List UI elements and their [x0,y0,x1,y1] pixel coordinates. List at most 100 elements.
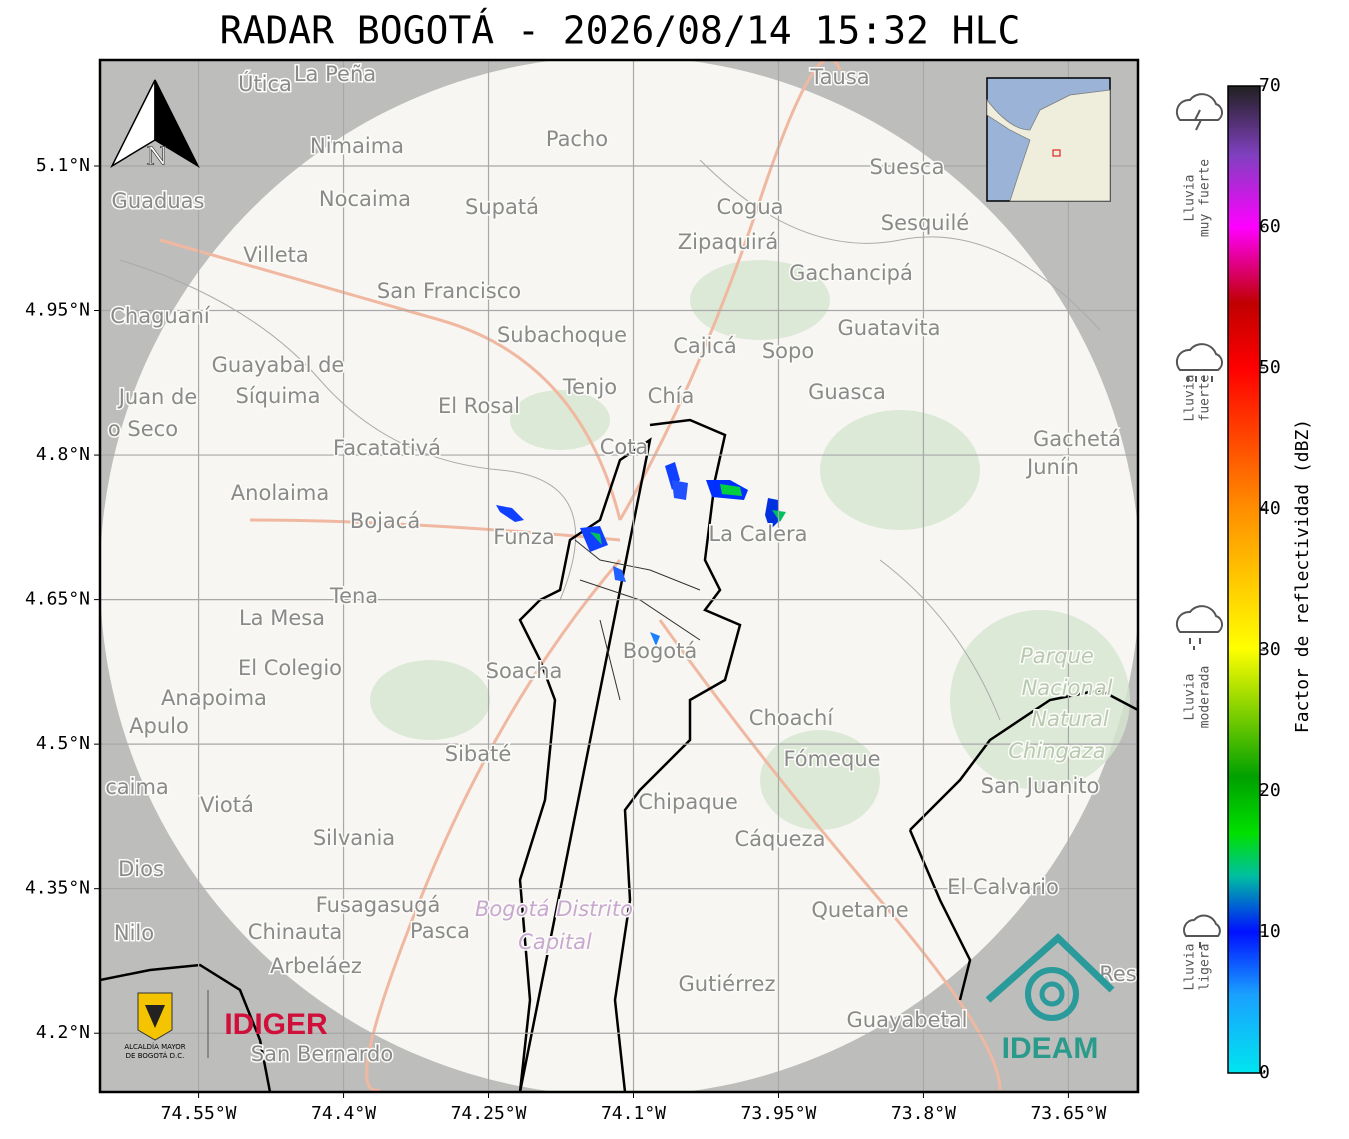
place-label: El Colegio [238,656,342,680]
y-tick-label: 4.65°N [25,589,90,610]
place-label: Tenjo [562,375,617,399]
legend-text: ligera [1198,944,1213,991]
place-label: Cota [600,435,649,459]
park-label: Chingaza [1008,739,1105,763]
x-tick-label: 74.55°W [161,1103,237,1124]
district-label: Capital [518,930,592,954]
place-label: Nilo [114,921,154,945]
place-label: San Juanito [981,774,1100,798]
place-label: Pacho [546,127,608,151]
legend-text: Lluvia [1183,674,1198,721]
place-label: Cáqueza [735,827,826,851]
district-label: Bogotá Distrito [475,897,633,921]
place-label: Guayabal de [212,353,345,377]
place-label: Suesca [870,155,945,179]
y-tick-label: 4.5°N [36,733,90,754]
place-label: Nimaima [310,134,404,158]
legend-text: fuerte [1198,374,1213,421]
place-label: Zipaquirá [678,230,778,254]
place-label: o Seco [108,417,178,441]
place-label: Villeta [243,243,308,267]
y-tick-label: 4.8°N [36,444,90,465]
x-tick-label: 74.25°W [451,1103,527,1124]
place-label: Guayabetal [847,1008,968,1032]
place-label: Viotá [200,793,254,817]
place-label: Cogua [716,195,783,219]
x-tick-label: 74.1°W [601,1103,666,1124]
place-label: Guaduas [112,189,205,213]
colorbar-tick-label: 0 [1259,1062,1270,1083]
y-tick-label: 4.35°N [25,878,90,899]
colorbar [1227,85,1261,1074]
place-label: Fómeque [783,747,880,771]
place-label: Tena [329,584,378,608]
place-label: Silvania [313,826,395,850]
place-label: Sibaté [445,742,512,766]
place-label: Nocaima [319,187,411,211]
x-tick-label: 74.4°W [311,1103,376,1124]
place-label: Gachetá [1033,427,1121,451]
place-label: Juan de [117,385,198,409]
colorbar-label: Factor de reflectividad (dBZ) [1292,419,1313,733]
place-label: El Rosal [438,394,520,418]
legend-icons [1175,93,1223,948]
place-label: Guatavita [838,316,941,340]
park-label: Parque [1020,644,1094,668]
logo-ideam: IDEAM [985,933,1115,1065]
place-label: Anolaima [231,481,329,505]
grid [100,60,1138,1092]
place-label: La Peña [294,62,376,86]
legend-text: muy fuerte [1198,159,1213,237]
place-label: Sopo [762,339,814,363]
colorbar-tick-label: 20 [1259,780,1281,801]
place-label: Cajicá [673,334,737,358]
place-label: Choachí [749,706,835,730]
north-label: N [147,143,168,171]
logo-text: DE BOGOTÁ D.C. [126,1051,185,1060]
place-label: Chía [648,384,695,408]
colorbar-tick-label: 40 [1259,498,1281,519]
place-label: San Bernardo [251,1042,393,1066]
legend-text: Lluvia [1183,375,1198,422]
place-label: Subachoque [497,323,627,347]
place-label: Facatativá [333,436,441,460]
y-tick-label: 5.1°N [36,155,90,176]
place-label: Supatá [465,195,539,219]
logo-idiger: IDIGER [224,1008,328,1041]
place-label: Quetame [811,898,908,922]
colorbar-tick-label: 50 [1259,357,1281,378]
place-label: Chaguaní [110,304,211,328]
place-label: San Francisco [377,279,521,303]
chart-title: RADAR BOGOTÁ - 2026/08/14 15:32 HLC [220,9,1021,53]
place-label: Sesquilé [881,211,969,235]
place-label: Bogotá [623,639,698,663]
place-label: Junín [1025,455,1079,479]
park-label: Nacional [1022,676,1113,700]
colorbar-tick-label: 30 [1259,639,1281,660]
legend-text: Lluvia [1183,175,1198,222]
place-label: Arbeláez [270,954,362,978]
logo-text: ALCALDÍA MAYOR [124,1042,185,1051]
place-label: Bojacá [350,509,420,533]
place-label: Dios [118,857,164,881]
legend-text: Lluvia [1183,944,1198,991]
place-label: caima [105,775,169,799]
place-label: Chinauta [248,920,342,944]
place-label: La Calera [708,522,807,546]
y-tick-label: 4.95°N [25,300,90,321]
plot-frame [98,58,1140,1094]
place-label: Gachancipá [789,261,913,285]
place-label: Apulo [129,714,189,738]
place-labels: Útica La Peña Tausa Pacho Nimaima Guaduas Noca… [104,61,1138,1068]
place-label: Anapoima [161,686,267,710]
place-label: Fusagasugá [316,893,441,917]
north-arrow: N [110,79,200,171]
colorbar-tick-label: 10 [1259,921,1281,942]
place-label: Chipaque [638,790,738,814]
logo-alcaldia: ALCALDÍA MAYOR DE BOGOTÁ D.C. IDIGER [124,990,328,1060]
logo-ideam-text: IDEAM [1002,1032,1099,1065]
place-label: Pasca [410,919,470,943]
colorbar-tick-label: 70 [1259,75,1281,96]
place-label: Síquima [236,384,321,408]
